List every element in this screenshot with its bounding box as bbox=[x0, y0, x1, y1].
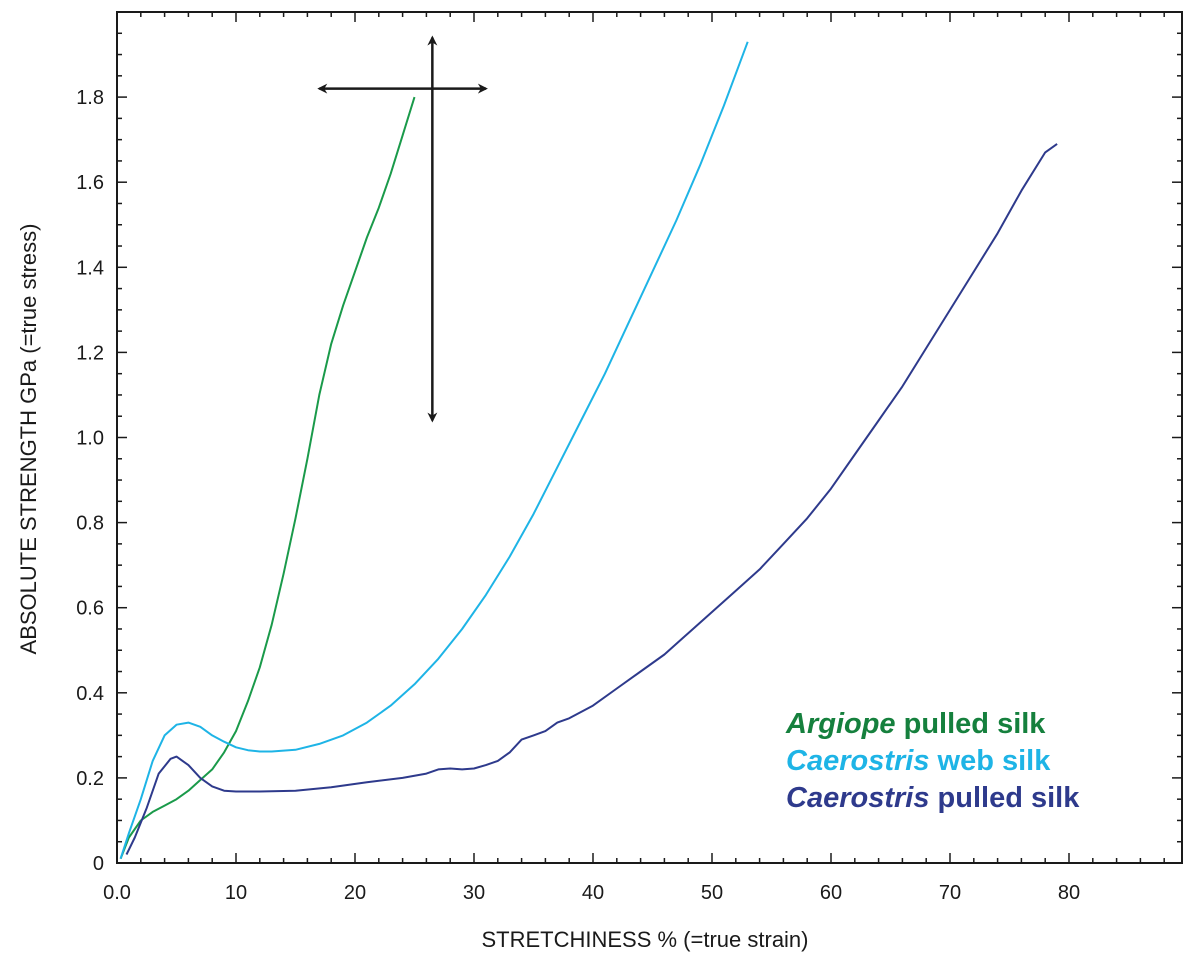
x-tick-label: 60 bbox=[820, 882, 842, 904]
x-axis-title: STRETCHINESS % (=true strain) bbox=[481, 927, 808, 952]
y-tick-label: 0.2 bbox=[76, 768, 104, 790]
x-tick-label: 10 bbox=[225, 882, 247, 904]
y-tick-label: 1.8 bbox=[76, 87, 104, 109]
y-tick-label: 0.4 bbox=[76, 683, 104, 705]
x-tick-label: 0.0 bbox=[103, 882, 131, 904]
x-tick-label: 30 bbox=[463, 882, 485, 904]
series-line-3 bbox=[125, 143, 1058, 855]
legend-entry-type: web silk bbox=[929, 745, 1051, 777]
x-tick-label: 20 bbox=[344, 882, 366, 904]
series-line-2 bbox=[119, 41, 749, 860]
x-tick-label: 40 bbox=[582, 882, 604, 904]
annotation-layer bbox=[317, 35, 488, 423]
legend-entry-species: Caerostris bbox=[786, 745, 929, 777]
legend-entry-species: Caerostris bbox=[786, 782, 929, 814]
legend-entry-2: Caerostris web silk bbox=[786, 745, 1051, 777]
x-tick-label: 50 bbox=[701, 882, 723, 904]
y-tick-label: 0.8 bbox=[76, 513, 104, 535]
legend-entry-3: Caerostris pulled silk bbox=[786, 782, 1080, 814]
y-tick-label: 1.2 bbox=[76, 342, 104, 364]
y-tick-label: 0 bbox=[93, 853, 104, 875]
x-tick-label: 70 bbox=[939, 882, 961, 904]
y-tick-label: 1.6 bbox=[76, 172, 104, 194]
legend-entry-type: pulled silk bbox=[929, 782, 1080, 814]
legend-entry-1: Argiope pulled silk bbox=[785, 708, 1046, 740]
x-axis-ticks: 0.0 10 20 30 40 50 60 70 80 bbox=[103, 12, 1165, 904]
legend-entry-species: Argiope bbox=[785, 708, 896, 740]
y-axis-ticks: 0 0.2 0.4 0.6 0.8 1.0 1.2 1.4 1.6 1.8 bbox=[76, 11, 1182, 875]
y-tick-label: 0.6 bbox=[76, 598, 104, 620]
legend-entry-type: pulled silk bbox=[896, 708, 1047, 740]
y-axis-title: ABSOLUTE STRENGTH GPa (=true stress) bbox=[16, 224, 41, 655]
y-tick-label: 1.4 bbox=[76, 257, 104, 279]
series-lines bbox=[119, 41, 1058, 860]
x-tick-label: 80 bbox=[1058, 882, 1080, 904]
series-line-1 bbox=[119, 96, 416, 860]
y-tick-label: 1.0 bbox=[76, 428, 104, 450]
